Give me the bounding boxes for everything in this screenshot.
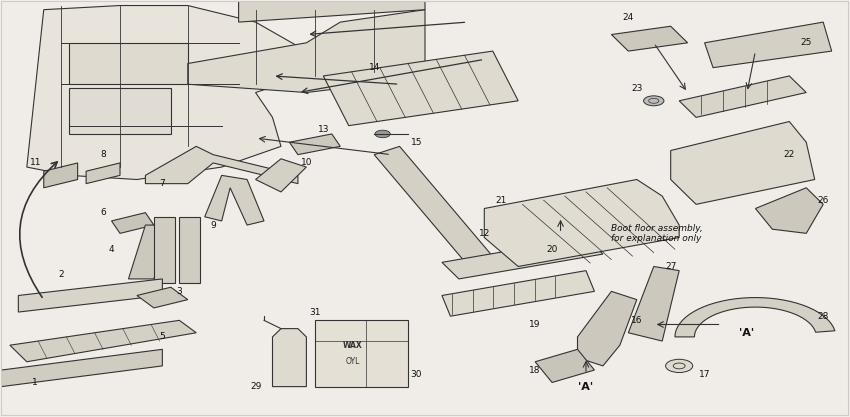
Polygon shape xyxy=(484,179,679,266)
Text: 15: 15 xyxy=(411,138,422,147)
Text: 5: 5 xyxy=(160,332,165,342)
Text: 25: 25 xyxy=(801,38,812,47)
Text: WAX: WAX xyxy=(343,341,363,350)
Text: 10: 10 xyxy=(301,158,312,168)
Text: 16: 16 xyxy=(631,316,643,325)
Text: 24: 24 xyxy=(623,13,634,23)
Text: OYL: OYL xyxy=(346,357,360,366)
Polygon shape xyxy=(442,238,603,279)
Text: 12: 12 xyxy=(479,229,490,238)
Polygon shape xyxy=(69,88,171,134)
Polygon shape xyxy=(374,146,502,275)
Polygon shape xyxy=(705,22,831,68)
Text: 23: 23 xyxy=(631,84,643,93)
Polygon shape xyxy=(145,146,298,183)
Text: 11: 11 xyxy=(30,158,41,168)
Polygon shape xyxy=(536,349,594,382)
Polygon shape xyxy=(188,10,425,93)
Text: 17: 17 xyxy=(699,370,711,379)
Text: Boot floor assembly,
for explanation only: Boot floor assembly, for explanation onl… xyxy=(611,224,703,243)
Polygon shape xyxy=(154,217,175,283)
Polygon shape xyxy=(323,51,518,126)
Text: 22: 22 xyxy=(784,150,795,159)
Text: 21: 21 xyxy=(496,196,507,205)
Polygon shape xyxy=(69,43,188,84)
Polygon shape xyxy=(111,213,154,234)
Text: 14: 14 xyxy=(369,63,380,72)
Polygon shape xyxy=(86,163,120,183)
Polygon shape xyxy=(179,217,201,283)
Text: 20: 20 xyxy=(547,246,558,254)
Polygon shape xyxy=(10,320,196,362)
Text: 3: 3 xyxy=(177,287,182,296)
Polygon shape xyxy=(577,291,637,366)
Text: 19: 19 xyxy=(530,320,541,329)
Polygon shape xyxy=(128,225,171,279)
Polygon shape xyxy=(256,159,306,192)
Text: 31: 31 xyxy=(309,308,320,317)
Text: 30: 30 xyxy=(411,370,422,379)
Polygon shape xyxy=(756,188,823,234)
Polygon shape xyxy=(679,76,807,117)
Text: 9: 9 xyxy=(210,221,216,230)
Polygon shape xyxy=(628,266,679,341)
Text: 4: 4 xyxy=(109,246,115,254)
Text: 'A': 'A' xyxy=(740,328,755,338)
Polygon shape xyxy=(273,329,306,387)
Text: 2: 2 xyxy=(58,270,64,279)
Polygon shape xyxy=(2,349,162,387)
Polygon shape xyxy=(442,271,594,316)
Text: 6: 6 xyxy=(100,208,106,217)
Text: 13: 13 xyxy=(318,125,329,134)
Polygon shape xyxy=(205,176,264,225)
Text: 1: 1 xyxy=(32,378,38,387)
Polygon shape xyxy=(675,298,835,337)
Polygon shape xyxy=(27,5,306,179)
Text: 'A': 'A' xyxy=(578,382,593,392)
Text: 27: 27 xyxy=(665,262,677,271)
Polygon shape xyxy=(671,121,814,204)
Text: 28: 28 xyxy=(818,311,829,321)
Text: 18: 18 xyxy=(530,366,541,374)
Circle shape xyxy=(666,359,693,372)
Text: 26: 26 xyxy=(818,196,829,205)
Polygon shape xyxy=(19,279,162,312)
Polygon shape xyxy=(611,26,688,51)
Text: 29: 29 xyxy=(250,382,261,391)
Text: 7: 7 xyxy=(160,179,165,188)
Polygon shape xyxy=(290,134,340,155)
Polygon shape xyxy=(314,320,408,387)
Polygon shape xyxy=(239,1,425,22)
Text: 8: 8 xyxy=(100,150,106,159)
Circle shape xyxy=(375,130,390,138)
Circle shape xyxy=(643,96,664,106)
Polygon shape xyxy=(43,163,77,188)
Polygon shape xyxy=(137,287,188,308)
